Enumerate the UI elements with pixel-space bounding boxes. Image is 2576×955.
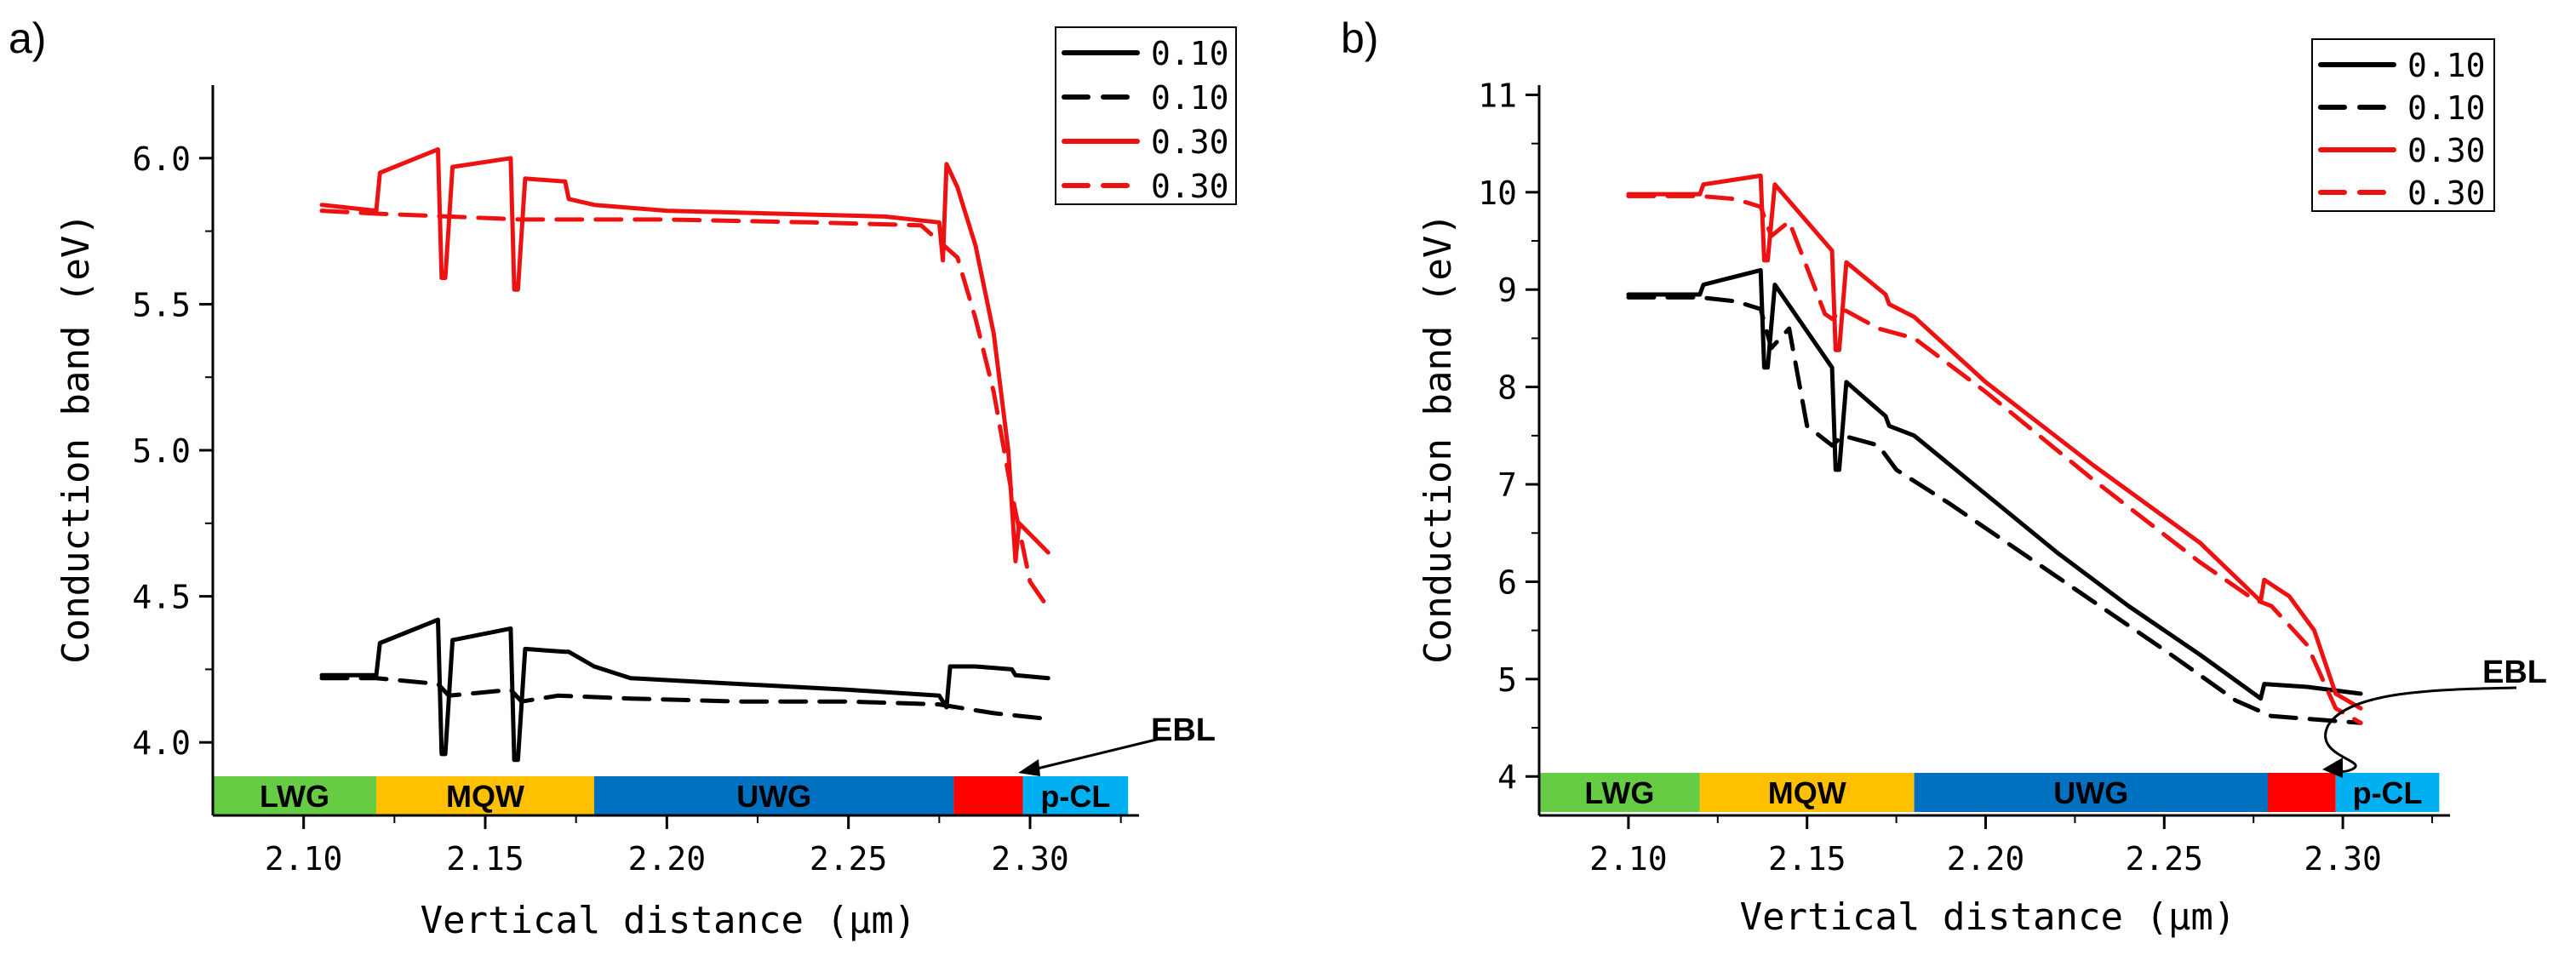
- panel-a-series-1-black-solid: [319, 617, 1050, 763]
- panel-b-legend-label-3: 0.30: [2407, 132, 2486, 169]
- panel-a-legend-label-3: 0.30: [1151, 123, 1229, 161]
- panel-a-ebl-arrow-shaft: [1029, 737, 1160, 772]
- panel-a: a) LWG MQW UWG p-CL 4.04.55.05.56.0 2.10 2.1…: [9, 14, 1237, 942]
- panel-a-y-axis-label: Conduction band (eV): [54, 213, 98, 664]
- panel-a-legend-label-2: 0.10: [1151, 79, 1229, 117]
- panel-a-series-3-red-solid: [319, 147, 1050, 563]
- panel-b-region-p-cl: [2335, 773, 2440, 812]
- panel-a-x-axis-label: Vertical distance (μm): [421, 899, 917, 942]
- panel-b-x-tick-label: 2.15: [1768, 840, 1846, 878]
- panel-a-x-tick-label: 2.20: [628, 840, 707, 878]
- panel-b-y-tick-label: 6: [1497, 563, 1517, 601]
- panel-b-legend-label-1: 0.10: [2407, 47, 2486, 84]
- panel-a-region-label-p-cl: p-CL: [1040, 779, 1110, 814]
- panel-b-y-tick-label: 4: [1497, 758, 1517, 796]
- panel-b-region-label-mqw: MQW: [1768, 775, 1846, 810]
- panel-b-ebl-arrow-shaft: [2324, 686, 2517, 773]
- panel-a-y-tick-label: 6.0: [132, 140, 191, 178]
- panel-a-region-uwg: [594, 776, 954, 815]
- panel-a-ebl-arrow-head: [1018, 759, 1040, 776]
- panel-b-region-ebl: [2268, 773, 2336, 812]
- panel-b-region-bar: LWG MQW UWG p-CL: [1539, 773, 2440, 812]
- panel-a-legend-box: [1055, 26, 1237, 205]
- panel-b-region-label-p-cl: p-CL: [2353, 775, 2423, 810]
- panel-a-legend: 0.10 0.10 0.30 0.30: [1055, 26, 1237, 205]
- panel-b-legend-label-4: 0.30: [2407, 174, 2486, 212]
- panel-a-y-tick-label: 4.5: [132, 579, 191, 616]
- panel-a-series-2-black-dash: [319, 676, 1050, 722]
- panel-a-x-ticks: 2.10 2.15 2.20 2.25 2.30: [265, 815, 1122, 878]
- panel-b-region-uwg: [1914, 773, 2268, 812]
- panel-b-legend: 0.10 0.10 0.30 0.30: [2311, 38, 2495, 212]
- panel-b: b) LWG MQW UWG p-CL 4 5 6 7 8 9 10 11 2.10 2.15 2.20…: [1341, 14, 2547, 939]
- panel-a-x-tick-label: 2.10: [265, 840, 343, 878]
- panel-b-ebl-annotation: EBL: [2322, 655, 2547, 778]
- panel-a-region-p-cl: [1022, 776, 1129, 815]
- panel-a-x-tick-label: 2.25: [810, 840, 888, 878]
- panel-b-ebl-arrow-head: [2322, 758, 2343, 778]
- panel-a-region-mqw: [376, 776, 594, 815]
- panel-a-region-label-lwg: LWG: [260, 779, 329, 814]
- panel-b-series-3-red-solid: [1626, 173, 2363, 711]
- panel-a-y-ticks: 4.0 4.5 5.0 5.5 6.0: [132, 140, 213, 762]
- panel-a-series-4-red-dash: [319, 209, 1050, 610]
- panel-a-region-label-mqw: MQW: [446, 779, 524, 814]
- panel-b-label: b): [1341, 14, 1378, 62]
- panel-b-x-tick-label: 2.30: [2304, 840, 2382, 878]
- panel-b-y-tick-label: 8: [1497, 369, 1517, 407]
- panel-a-label: a): [9, 14, 46, 62]
- panel-a-legend-label-1: 0.10: [1151, 35, 1229, 72]
- panel-b-x-tick-label: 2.10: [1589, 840, 1668, 878]
- panel-b-legend-box: [2311, 38, 2495, 212]
- panel-b-region-label-uwg: UWG: [2053, 775, 2128, 810]
- panel-a-legend-label-4: 0.30: [1151, 168, 1229, 205]
- panel-b-region-mqw: [1699, 773, 1915, 812]
- panel-b-legend-label-2: 0.10: [2407, 89, 2486, 127]
- panel-b-x-axis-label: Vertical distance (μm): [1740, 895, 2236, 939]
- panel-a-region-bar: LWG MQW UWG p-CL: [213, 776, 1129, 815]
- panel-b-y-ticks: 4 5 6 7 8 9 10 11: [1478, 77, 1539, 796]
- panel-b-x-tick-label: 2.20: [1947, 840, 2025, 878]
- panel-b-region-lwg: [1539, 773, 1700, 812]
- panel-b-region-label-lwg: LWG: [1584, 775, 1654, 810]
- panel-a-y-tick-label: 5.5: [132, 286, 191, 323]
- panel-b-series: [1626, 173, 2363, 725]
- panel-a-x-tick-label: 2.30: [991, 840, 1069, 878]
- panel-a-region-label-uwg: UWG: [736, 779, 811, 814]
- panel-a-y-tick-label: 4.0: [132, 724, 191, 762]
- panel-b-y-tick-label: 10: [1478, 174, 1517, 212]
- panel-a-y-tick-label: 5.0: [132, 432, 191, 470]
- panel-a-x-tick-label: 2.15: [446, 840, 524, 878]
- panel-a-region-lwg: [213, 776, 376, 815]
- panel-b-x-ticks: 2.10 2.15 2.20 2.25 2.30: [1589, 815, 2434, 878]
- panel-a-ebl-annotation: EBL: [1018, 712, 1216, 776]
- panel-b-series-4-red-dash: [1626, 193, 2363, 725]
- panel-b-y-tick-label: 5: [1497, 661, 1517, 699]
- panel-b-y-axis-label: Conduction band (eV): [1417, 213, 1460, 664]
- panel-b-y-tick-label: 9: [1497, 272, 1517, 309]
- panel-b-axes: [1537, 85, 2450, 817]
- panel-b-series-2-black-dash: [1626, 295, 2363, 725]
- panel-b-x-tick-label: 2.25: [2126, 840, 2204, 878]
- panel-b-y-tick-label: 11: [1478, 77, 1517, 114]
- panel-b-ebl-label: EBL: [2482, 655, 2547, 690]
- panel-b-y-tick-label: 7: [1497, 466, 1517, 504]
- panel-a-region-ebl: [953, 776, 1023, 815]
- panel-a-series: [319, 147, 1050, 763]
- panel-a-ebl-label: EBL: [1151, 712, 1216, 748]
